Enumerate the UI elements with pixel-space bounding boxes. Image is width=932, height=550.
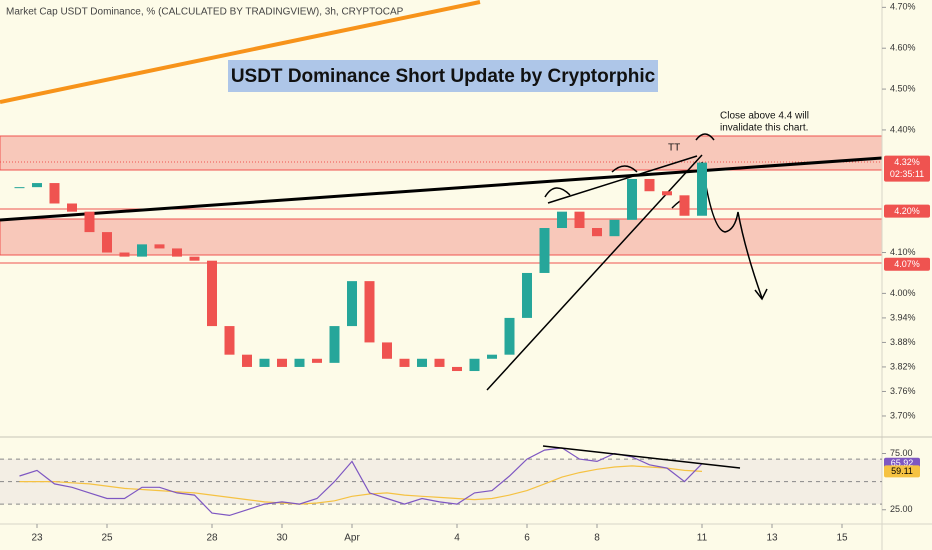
y-tick-label: 4.50% [890,83,916,93]
rsi-tag-label: 59.11 [891,466,913,476]
candle [102,232,112,253]
price-tag [884,204,930,218]
y-tick-label: 3.76% [890,386,916,396]
annotation: Close above 4.4 will [720,111,809,122]
trend-line [0,156,883,222]
x-tick-label: 13 [766,533,778,544]
rsi-divergence-line [542,445,741,469]
candle [469,358,480,372]
candle [609,219,620,237]
candle [487,354,497,359]
candle [662,191,672,196]
candle [417,358,427,367]
y-tick-label: 3.82% [890,361,916,371]
x-tick-label: Apr [344,533,360,544]
rsi-line [19,447,703,517]
wedge-line [547,155,698,204]
candle [329,326,340,363]
x-tick-label: 23 [31,533,43,544]
y-tick-label: 3.70% [890,410,916,420]
price-tag [884,257,930,271]
price-tag-label: 4.32% [894,157,920,167]
candle [522,272,532,318]
candle [172,248,182,257]
candle [277,358,287,367]
y-tick-label: 4.40% [890,124,916,134]
candle [592,228,602,237]
candle [242,354,252,367]
candle [67,203,77,212]
candle [312,358,322,363]
y-tick-label: 75.00 [890,448,913,458]
projection-arrow [701,161,763,299]
candle [294,358,305,367]
annotation: TT [668,143,680,154]
candle [189,256,200,261]
title-box [228,60,658,92]
arc [544,187,571,198]
candle [347,281,357,327]
rsi-tag [884,465,920,478]
candle [84,211,95,233]
candle [679,195,690,216]
candle [574,211,585,229]
chart-subtitle: Market Cap USDT Dominance, % (CALCULATED… [6,7,404,18]
rsi-tag-label: 65.92 [891,458,914,468]
y-tick-label: 4.10% [890,247,916,257]
arrow-head [754,288,768,301]
candle [49,183,60,204]
candle [557,211,567,229]
rsi-ma-line [19,465,703,505]
y-tick-label: 3.94% [890,312,916,322]
candle [399,358,410,367]
candle [697,162,707,216]
x-tick-label: 4 [454,533,460,544]
annotation: invalidate this chart. [720,123,808,134]
x-tick-label: 11 [697,533,708,544]
y-tick-label: 25.00 [890,504,913,514]
y-tick-label: 4.70% [890,2,916,12]
candle [644,178,655,192]
candle [364,281,375,343]
candle [14,187,25,189]
x-tick-label: 30 [276,533,288,544]
trend-line [0,0,481,104]
resistance-zone [0,135,883,171]
y-tick-label: 4.00% [890,288,916,298]
candle [224,326,235,355]
arc [611,165,638,173]
chart-title: USDT Dominance Short Update by Cryptorph… [231,66,656,87]
candle [539,228,550,273]
x-tick-label: 8 [594,533,600,544]
y-tick-label: 3.88% [890,337,916,347]
x-tick-label: 6 [524,533,530,544]
candle [452,366,462,372]
candle [119,252,130,257]
candle [137,244,147,257]
x-tick-label: 28 [206,533,218,544]
candle [434,358,445,367]
price-tag-label: 4.07% [894,259,920,269]
candle [207,260,217,327]
price-tag-label: 4.20% [894,206,920,216]
y-tick-label: 4.60% [890,43,916,53]
candle [504,317,515,355]
arc [695,133,715,141]
candle [259,358,270,367]
x-tick-label: 15 [836,533,848,544]
countdown: 02:35:11 [890,169,924,179]
support-zone [0,218,883,256]
candle [32,183,42,188]
candle [627,178,637,220]
x-tick-label: 25 [101,533,113,544]
price-tag [884,155,930,182]
candle [154,244,165,249]
candle [382,342,392,359]
